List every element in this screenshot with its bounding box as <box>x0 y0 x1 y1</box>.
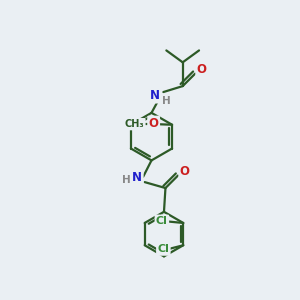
Text: Cl: Cl <box>156 216 168 226</box>
Text: O: O <box>180 165 190 178</box>
Text: H: H <box>162 96 171 106</box>
Text: N: N <box>150 89 160 102</box>
Text: N: N <box>132 171 142 184</box>
Text: Cl: Cl <box>158 244 169 254</box>
Text: H: H <box>122 175 131 185</box>
Text: CH₃: CH₃ <box>125 119 144 129</box>
Text: O: O <box>149 117 159 130</box>
Text: O: O <box>197 63 207 76</box>
